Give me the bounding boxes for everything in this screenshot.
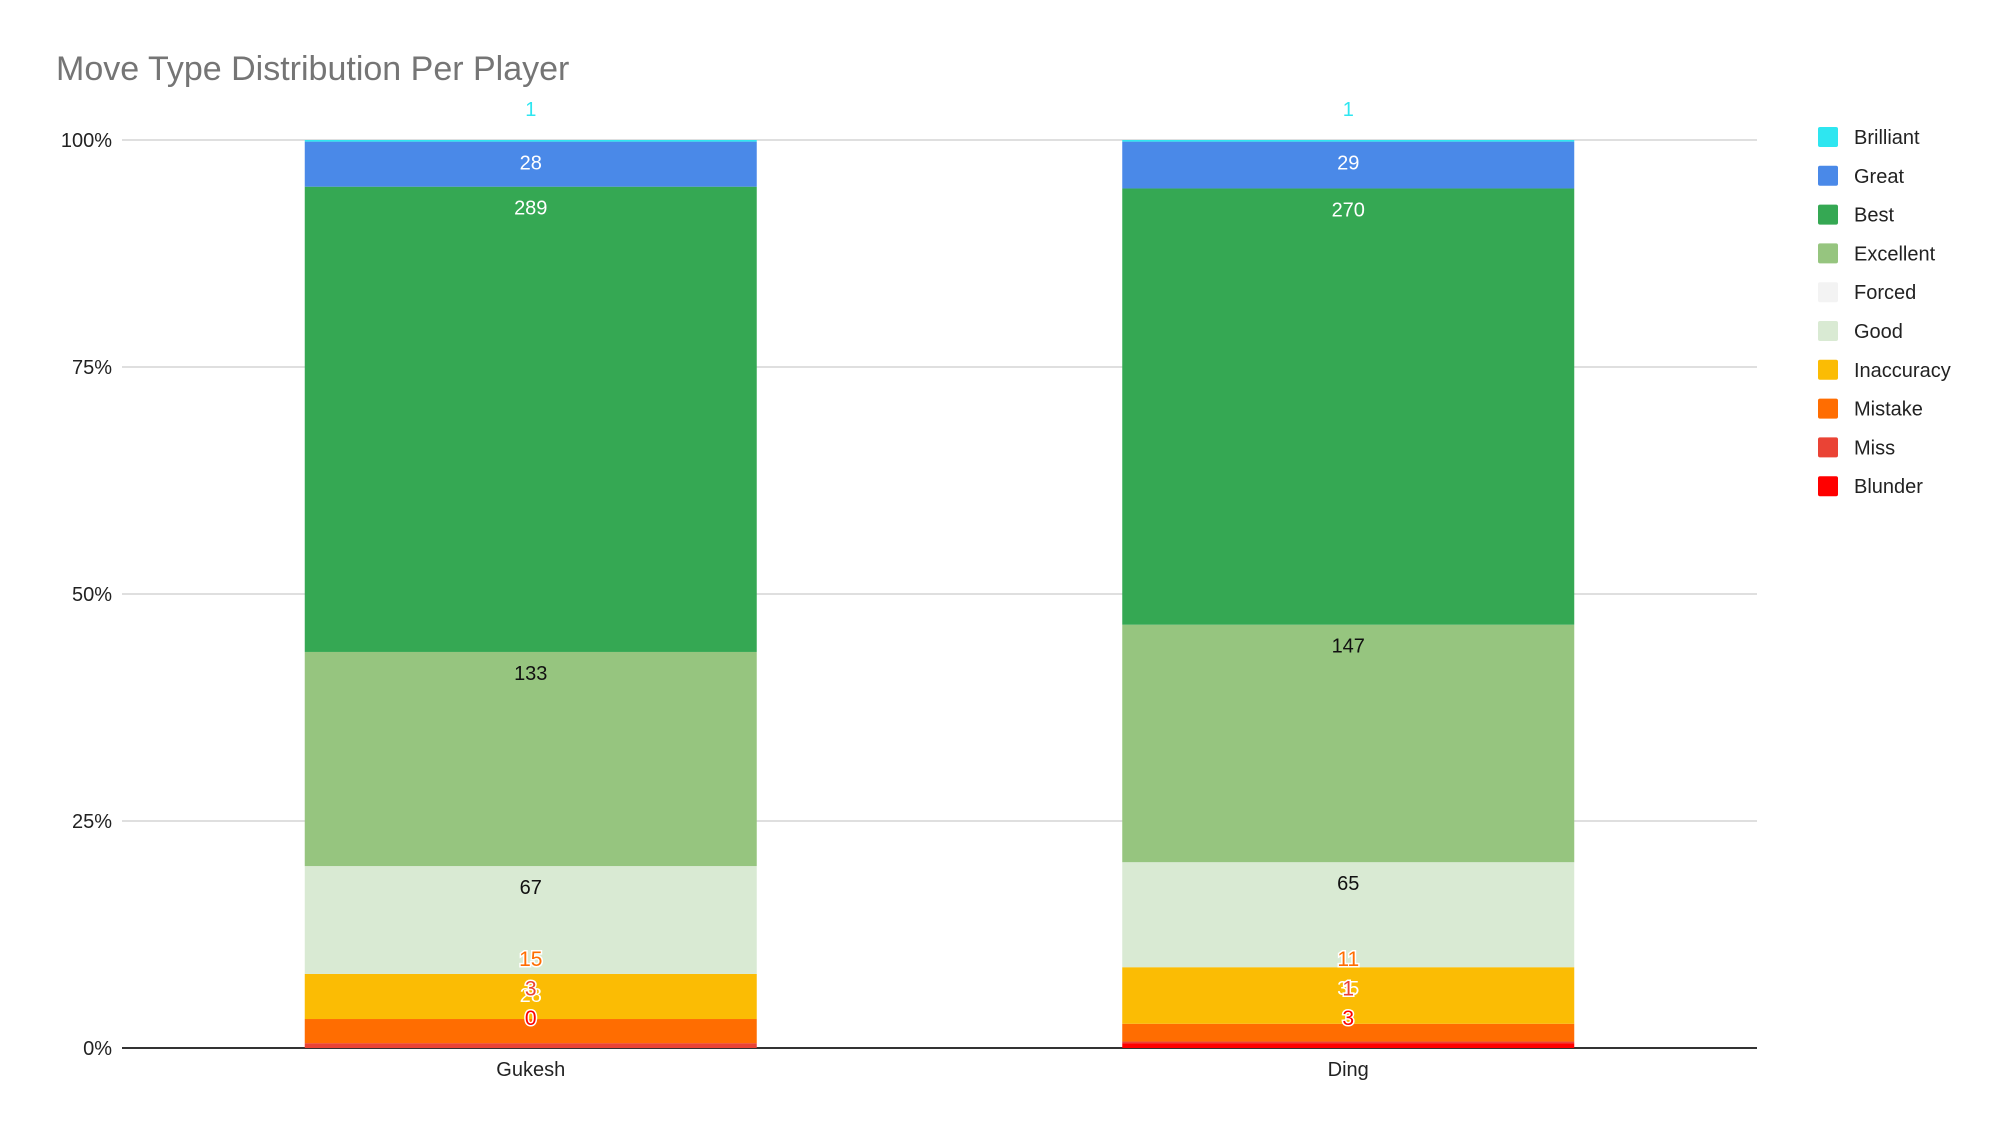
data-label: 28: [520, 153, 542, 175]
y-tick-label: 25%: [72, 811, 112, 833]
legend-swatch: [1818, 321, 1838, 341]
data-label: 67: [520, 877, 542, 899]
data-label: 1: [1342, 978, 1354, 1001]
bar-segment: [1122, 188, 1575, 625]
legend-label: Good: [1854, 321, 1903, 343]
legend-swatch: [1818, 127, 1838, 147]
data-label: 29: [1337, 153, 1359, 175]
x-tick-label: Gukesh: [496, 1059, 565, 1081]
data-label: 1: [525, 99, 536, 121]
bar-segment: [304, 866, 757, 974]
chart-title: Move Type Distribution Per Player: [56, 50, 570, 88]
bar-segment: [1122, 624, 1575, 863]
bar-segment: [304, 1019, 757, 1044]
legend-swatch: [1818, 437, 1838, 458]
legend-label: Blunder: [1854, 476, 1923, 498]
data-label: 270: [1332, 199, 1365, 221]
data-label: 28: [520, 985, 542, 1007]
x-tick-label: Ding: [1328, 1059, 1369, 1081]
bar-segment: [1122, 1023, 1575, 1042]
bar-segment: [304, 186, 757, 652]
legend-label: Brilliant: [1854, 127, 1920, 149]
bar-segment: [1122, 140, 1575, 142]
legend-label: Inaccuracy: [1854, 360, 1951, 382]
bar-segment: [1122, 141, 1575, 189]
bar-segment: [304, 1043, 757, 1048]
bar-segment: [304, 140, 757, 142]
bar-segment: [304, 651, 757, 867]
legend-label: Best: [1854, 205, 1894, 227]
bar-segment: [1122, 1043, 1575, 1048]
y-tick-label: 100%: [61, 130, 112, 152]
legend-swatch: [1818, 359, 1838, 380]
legend-swatch: [1818, 165, 1838, 186]
bar-segment: [304, 973, 757, 1020]
legend-label: Mistake: [1854, 399, 1923, 421]
data-label: 147: [1332, 636, 1365, 658]
bar-segment: [1122, 967, 1575, 1024]
y-tick-label: 75%: [72, 357, 112, 379]
data-label: 35: [1337, 978, 1359, 1000]
data-label: 1: [1343, 99, 1354, 121]
legend-label: Great: [1854, 166, 1904, 188]
data-label: 3: [525, 978, 537, 1001]
bar-segment: [304, 141, 757, 187]
data-label: 289: [514, 198, 547, 220]
data-label: 0: [525, 1007, 537, 1030]
legend-label: Excellent: [1854, 243, 1936, 265]
legend-label: Forced: [1854, 282, 1916, 304]
data-label: 15: [519, 948, 542, 971]
legend-label: Miss: [1854, 437, 1895, 459]
bar-segment: [1122, 1041, 1575, 1044]
data-label: 3: [1342, 1007, 1354, 1030]
y-tick-label: 50%: [72, 584, 112, 606]
legend-swatch: [1818, 204, 1838, 225]
data-label: 65: [1337, 873, 1359, 895]
bar-segment: [1122, 862, 1575, 968]
data-label: 11: [1337, 948, 1359, 971]
legend-swatch: [1818, 398, 1838, 419]
data-label: 133: [514, 663, 547, 685]
legend-swatch: [1818, 282, 1838, 303]
y-tick-label: 0%: [83, 1038, 112, 1060]
legend-swatch: [1818, 243, 1838, 264]
legend-swatch: [1818, 476, 1838, 497]
